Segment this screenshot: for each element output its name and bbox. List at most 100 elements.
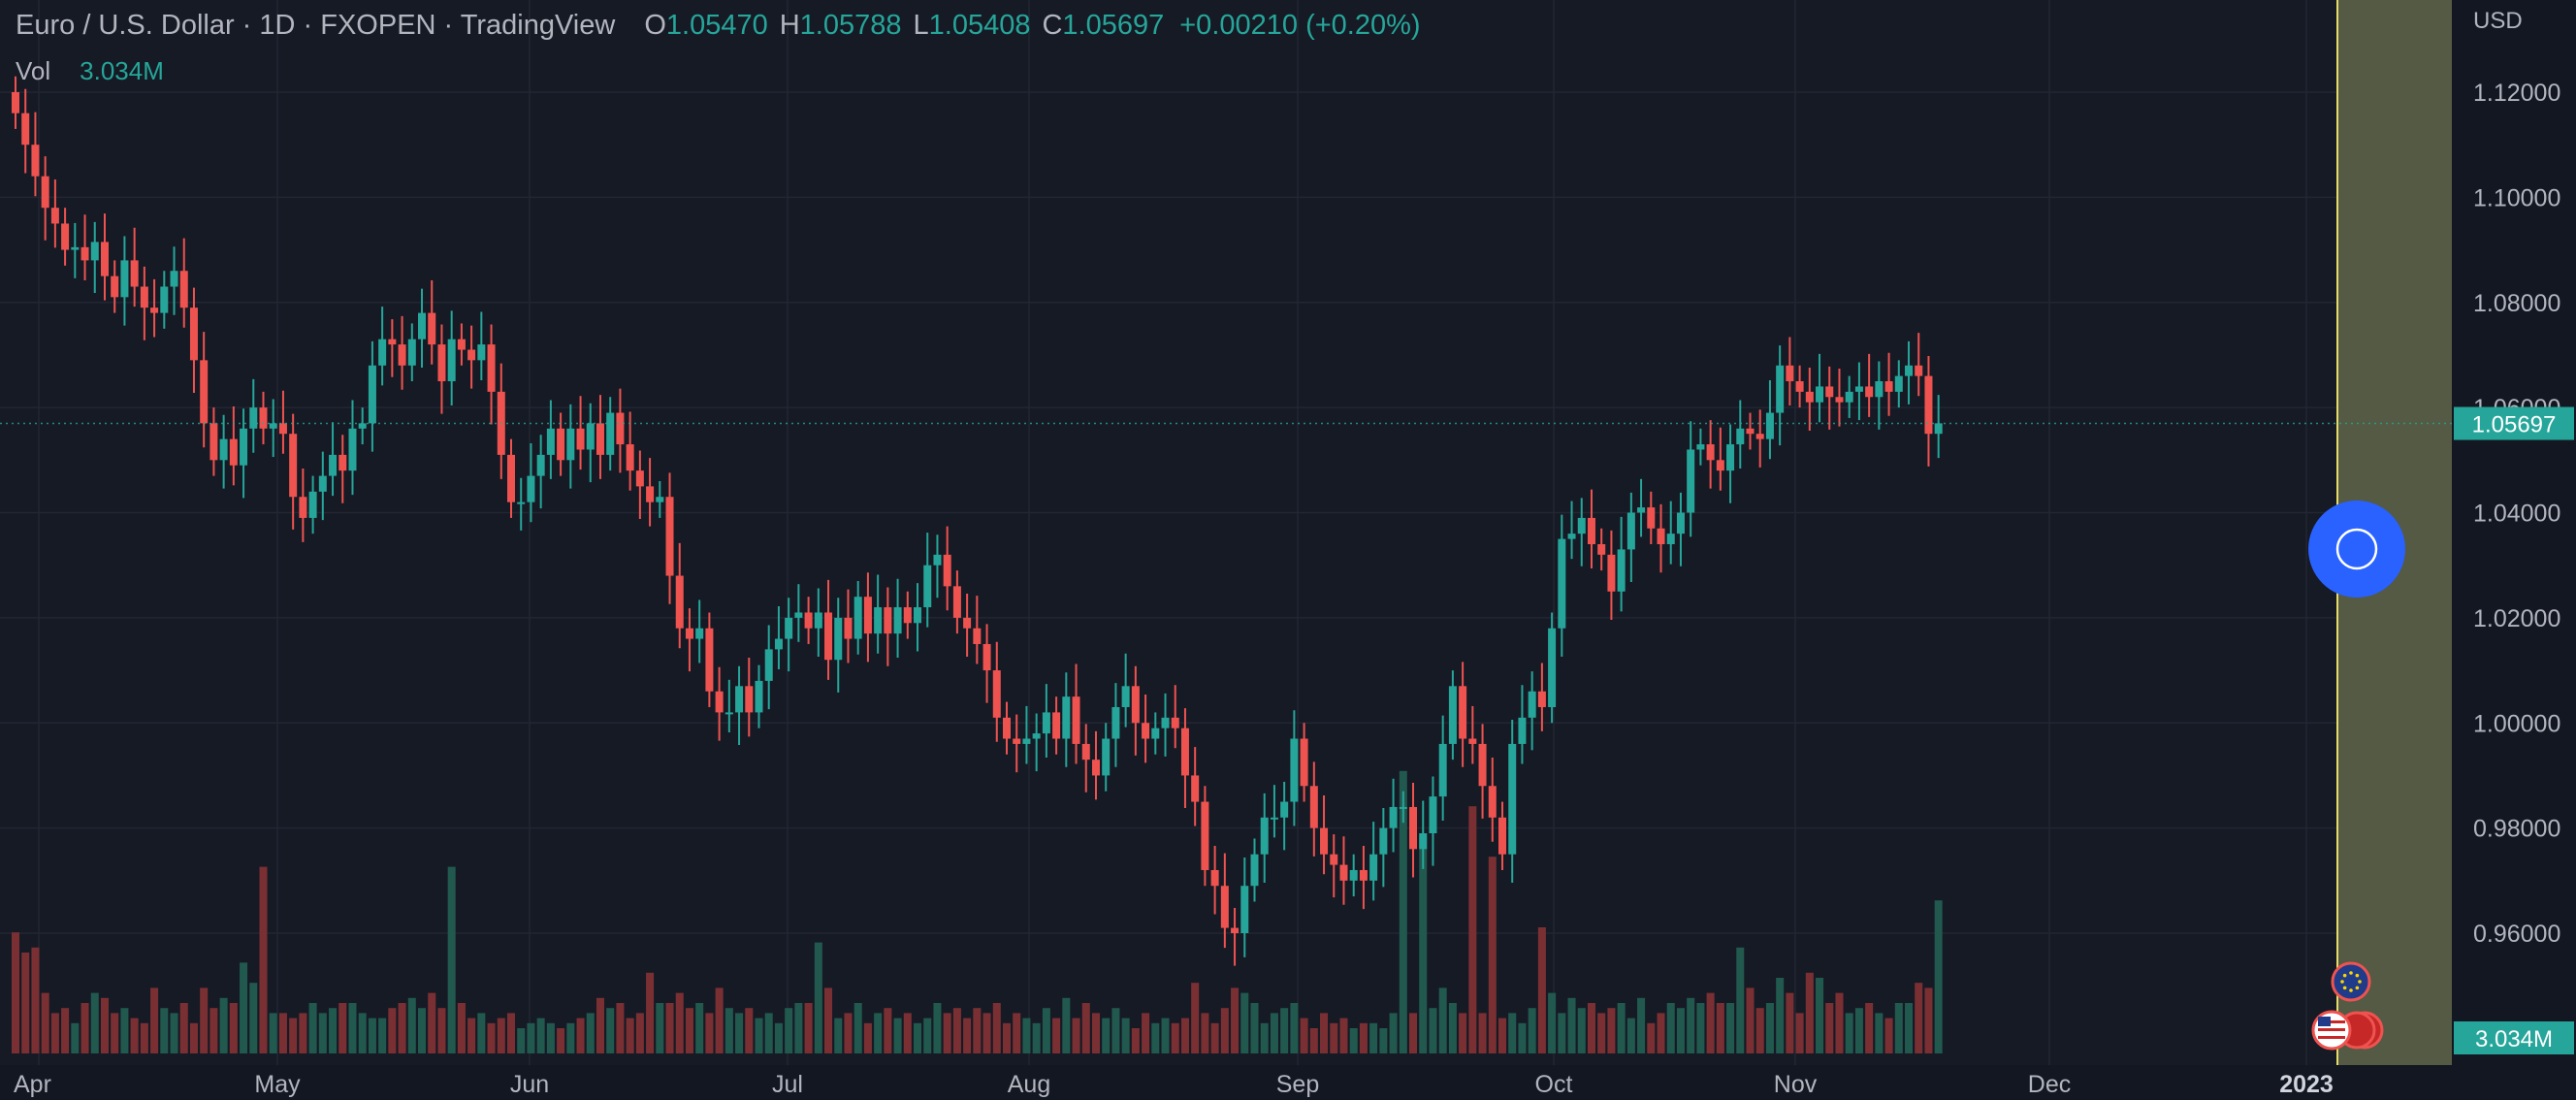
volume-bar (398, 1003, 406, 1053)
candle-body (1816, 386, 1824, 403)
volume-bar (824, 987, 833, 1053)
volume-bar (140, 1022, 148, 1053)
volume-bar (844, 1013, 853, 1053)
candle-body (348, 428, 357, 471)
volume-bar (1518, 1022, 1527, 1053)
candle-body (853, 597, 862, 639)
candle-body (973, 628, 982, 644)
volume-bar (834, 1018, 843, 1053)
volume-bar (1171, 1022, 1179, 1053)
candle-body (170, 271, 178, 287)
candle-body (318, 475, 327, 492)
volume-bar (1816, 978, 1824, 1053)
volume-bar (557, 1028, 565, 1053)
volume-bar (646, 972, 655, 1053)
volume-bar (1587, 1003, 1595, 1053)
volume-bar (1915, 983, 1923, 1053)
candle-body (249, 407, 258, 429)
volume-bar (764, 1013, 773, 1053)
candle-body (50, 208, 59, 224)
volume-bar (1349, 1028, 1358, 1053)
volume-bar (1339, 1018, 1348, 1053)
volume-bar (1776, 978, 1785, 1053)
volume-bar (853, 1003, 862, 1053)
current-price-text: 1.05697 (2472, 412, 2557, 438)
volume-bar (209, 1008, 218, 1053)
volume-bar (160, 1008, 169, 1053)
x-tick-label: Oct (1535, 1071, 1573, 1098)
candle-body (41, 176, 49, 209)
change-value: +0.00210 (+0.20%) (1179, 10, 1421, 41)
y-tick-label: 1.12000 (2473, 80, 2560, 107)
volume-bar (507, 1013, 515, 1053)
volume-bar (50, 1013, 59, 1053)
candle-body (1577, 517, 1586, 534)
volume-bar (259, 866, 268, 1053)
candle-body (1726, 444, 1735, 471)
candle-body (1567, 534, 1576, 539)
candle-body (1210, 869, 1219, 887)
candle-body (21, 113, 30, 146)
candle-body (982, 643, 991, 671)
volume-bar (724, 1008, 733, 1053)
candle-body (368, 365, 376, 424)
volume-bar (1528, 1008, 1536, 1053)
candle-body (814, 612, 822, 629)
volume-bar (80, 1003, 89, 1053)
candle-body (1508, 743, 1517, 855)
candle-body (31, 145, 40, 177)
candle-body (160, 286, 169, 313)
volume-bar (616, 1003, 625, 1053)
candle-body (487, 344, 496, 392)
candle-body (407, 339, 416, 366)
candle-body (656, 497, 664, 502)
volume-bar (1003, 1022, 1011, 1053)
volume-bar (695, 1003, 704, 1053)
candle-body (992, 670, 1001, 718)
volume-bar (884, 1008, 892, 1053)
candle-body (596, 423, 604, 455)
candle-body (240, 428, 248, 466)
candle-body (299, 497, 307, 518)
candle-body (1161, 717, 1170, 728)
candle-body (576, 428, 585, 450)
candle-body (1894, 375, 1903, 392)
candle-body (1102, 738, 1111, 776)
volume-bar (179, 1003, 188, 1053)
volume-bar (1111, 1008, 1120, 1053)
us-flag-stripe (2318, 1036, 2345, 1039)
volume-bar (130, 1018, 139, 1053)
volume-bar (348, 1003, 357, 1053)
volume-bar (586, 1013, 595, 1053)
candle-body (338, 454, 347, 471)
candle-body (130, 260, 139, 287)
volume-bar (378, 1018, 387, 1053)
candle-body (1905, 365, 1914, 376)
candle-body (1359, 869, 1368, 881)
candle-body (1795, 381, 1804, 392)
eu-star (2349, 971, 2353, 975)
candle-body (665, 497, 674, 576)
volume-bar (269, 1013, 277, 1053)
candle-body (517, 501, 526, 504)
volume-bar (219, 997, 228, 1053)
volume-bar (527, 1022, 535, 1053)
candle-body (111, 275, 119, 298)
candle-body (1746, 428, 1755, 435)
candle-body (1369, 854, 1378, 881)
candle-body (1300, 738, 1308, 787)
volume-bar (1399, 770, 1407, 1053)
eu-star (2342, 986, 2347, 990)
volume-bar (1419, 836, 1428, 1053)
candle-body (1875, 381, 1884, 398)
candle-body (1032, 733, 1041, 739)
volume-bar (1142, 1013, 1150, 1053)
candle-body (1081, 743, 1090, 760)
candle-body (1280, 801, 1289, 818)
candle-body (437, 344, 446, 382)
y-tick-label: 1.02000 (2473, 605, 2560, 632)
candle-body (527, 475, 535, 502)
candle-body (1765, 412, 1774, 439)
volume-bar (635, 1013, 644, 1053)
